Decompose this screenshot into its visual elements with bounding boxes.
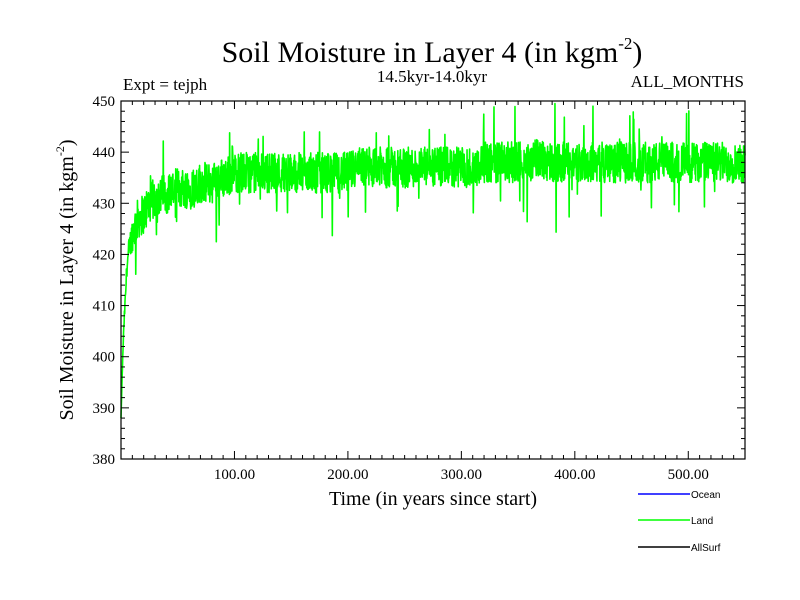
- series-layer: [120, 102, 746, 419]
- y-axis-label: Soil Moisture in Layer 4 (in kgm-2): [53, 139, 78, 420]
- y-tick-label: 450: [93, 94, 116, 110]
- y-tick-label: 440: [93, 145, 116, 161]
- legend: Ocean Land AllSurf: [638, 490, 721, 554]
- y-tick-label: 410: [93, 299, 116, 315]
- x-tick-label: 500.00: [668, 467, 709, 483]
- series-line-land: [120, 102, 746, 419]
- y-tick-label: 430: [93, 196, 116, 212]
- x-tick-label: 400.00: [554, 467, 595, 483]
- y-tick-label: 400: [93, 350, 116, 366]
- y-tick-label: 420: [93, 247, 116, 263]
- y-tick-label: 380: [93, 452, 116, 468]
- subtitle-center: 14.5kyr-14.0kyr: [377, 67, 487, 86]
- legend-label-allsurf: AllSurf: [691, 543, 721, 554]
- chart-title: Soil Moisture in Layer 4 (in kgm-2): [222, 34, 643, 69]
- x-tick-label: 200.00: [327, 467, 368, 483]
- x-axis-label: Time (in years since start): [329, 488, 537, 510]
- x-tick-label: 100.00: [214, 467, 255, 483]
- x-tick-label: 300.00: [441, 467, 482, 483]
- subtitle-left: Expt = tejph: [123, 75, 208, 94]
- legend-label-ocean: Ocean: [691, 490, 720, 501]
- plot-frame: [120, 100, 746, 460]
- y-tick-label: 390: [93, 401, 116, 417]
- legend-label-land: Land: [691, 516, 713, 527]
- axes-layer: 380 390 400 410 420 430 440 450 100.00 200.00 300.…: [93, 94, 746, 483]
- subtitle-right: ALL_MONTHS: [631, 72, 744, 91]
